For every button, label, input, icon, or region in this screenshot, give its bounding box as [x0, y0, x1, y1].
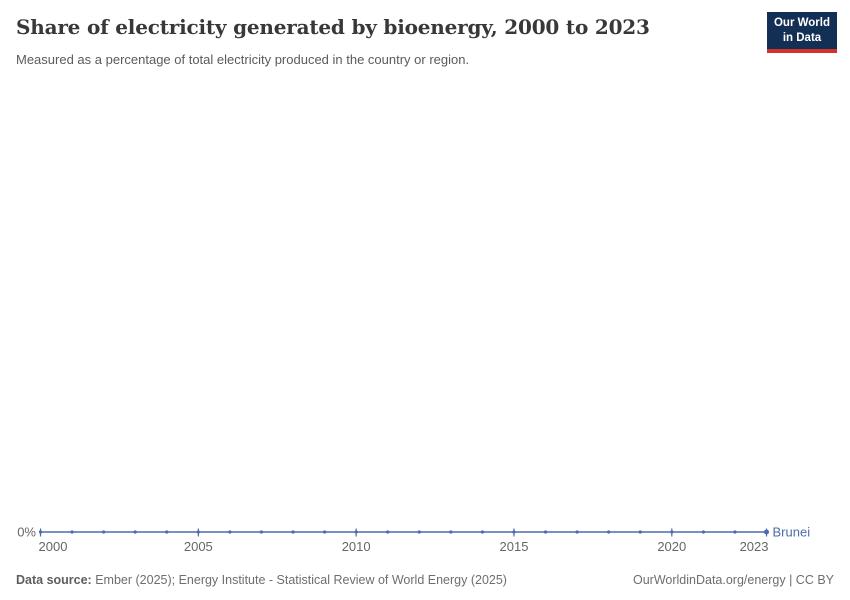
- data-point: [701, 530, 705, 534]
- owid-logo[interactable]: Our World in Data: [767, 12, 837, 49]
- owid-logo-red-bar: [767, 49, 837, 53]
- data-point: [133, 530, 137, 534]
- data-point: [480, 530, 485, 534]
- series-label: Brunei: [773, 525, 811, 540]
- data-point: [386, 530, 390, 534]
- series-end-marker: [764, 529, 769, 535]
- y-axis-zero-label: 0%: [17, 525, 36, 540]
- plot-svg: 0%2000 2005 2010 2015 2020 2023 Brunei: [17, 525, 811, 555]
- x-axis-tick-label: 2005: [184, 539, 213, 554]
- data-source-text: Ember (2025); Energy Institute - Statist…: [91, 573, 507, 587]
- data-point: [165, 530, 169, 534]
- chart-title: Share of electricity generated by bioene…: [16, 15, 650, 39]
- data-source-note: Data source: Ember (2025); Energy Instit…: [16, 573, 507, 587]
- data-point: [607, 530, 611, 534]
- data-point: [449, 530, 453, 534]
- owid-logo-line2: in Data: [782, 31, 822, 44]
- owid-logo-line1: Our World: [773, 17, 830, 30]
- chart-footer: Data source: Ember (2025); Energy Instit…: [16, 573, 834, 587]
- data-point: [638, 530, 642, 534]
- x-axis-tick-label: 2015: [500, 539, 529, 554]
- data-point: [575, 530, 579, 534]
- data-point: [733, 530, 737, 534]
- credit-link[interactable]: OurWorldinData.org/energy | CC BY: [632, 573, 834, 587]
- data-point: [102, 530, 106, 534]
- x-axis-tick-label: 2000: [39, 539, 68, 554]
- x-axis-tick-label: 2020: [657, 539, 686, 554]
- chart-subtitle: Measured as a percentage of total electr…: [16, 52, 470, 67]
- data-point: [70, 530, 74, 534]
- data-point: [259, 530, 264, 534]
- data-source-label: Data source:: [16, 573, 92, 587]
- data-point: [228, 530, 232, 534]
- x-axis-tick-label: 2010: [342, 539, 371, 554]
- x-axis-tick-label: 2023: [740, 539, 769, 554]
- data-point: [543, 530, 548, 534]
- data-point: [291, 530, 295, 534]
- data-point: [322, 530, 327, 534]
- data-point: [417, 530, 421, 534]
